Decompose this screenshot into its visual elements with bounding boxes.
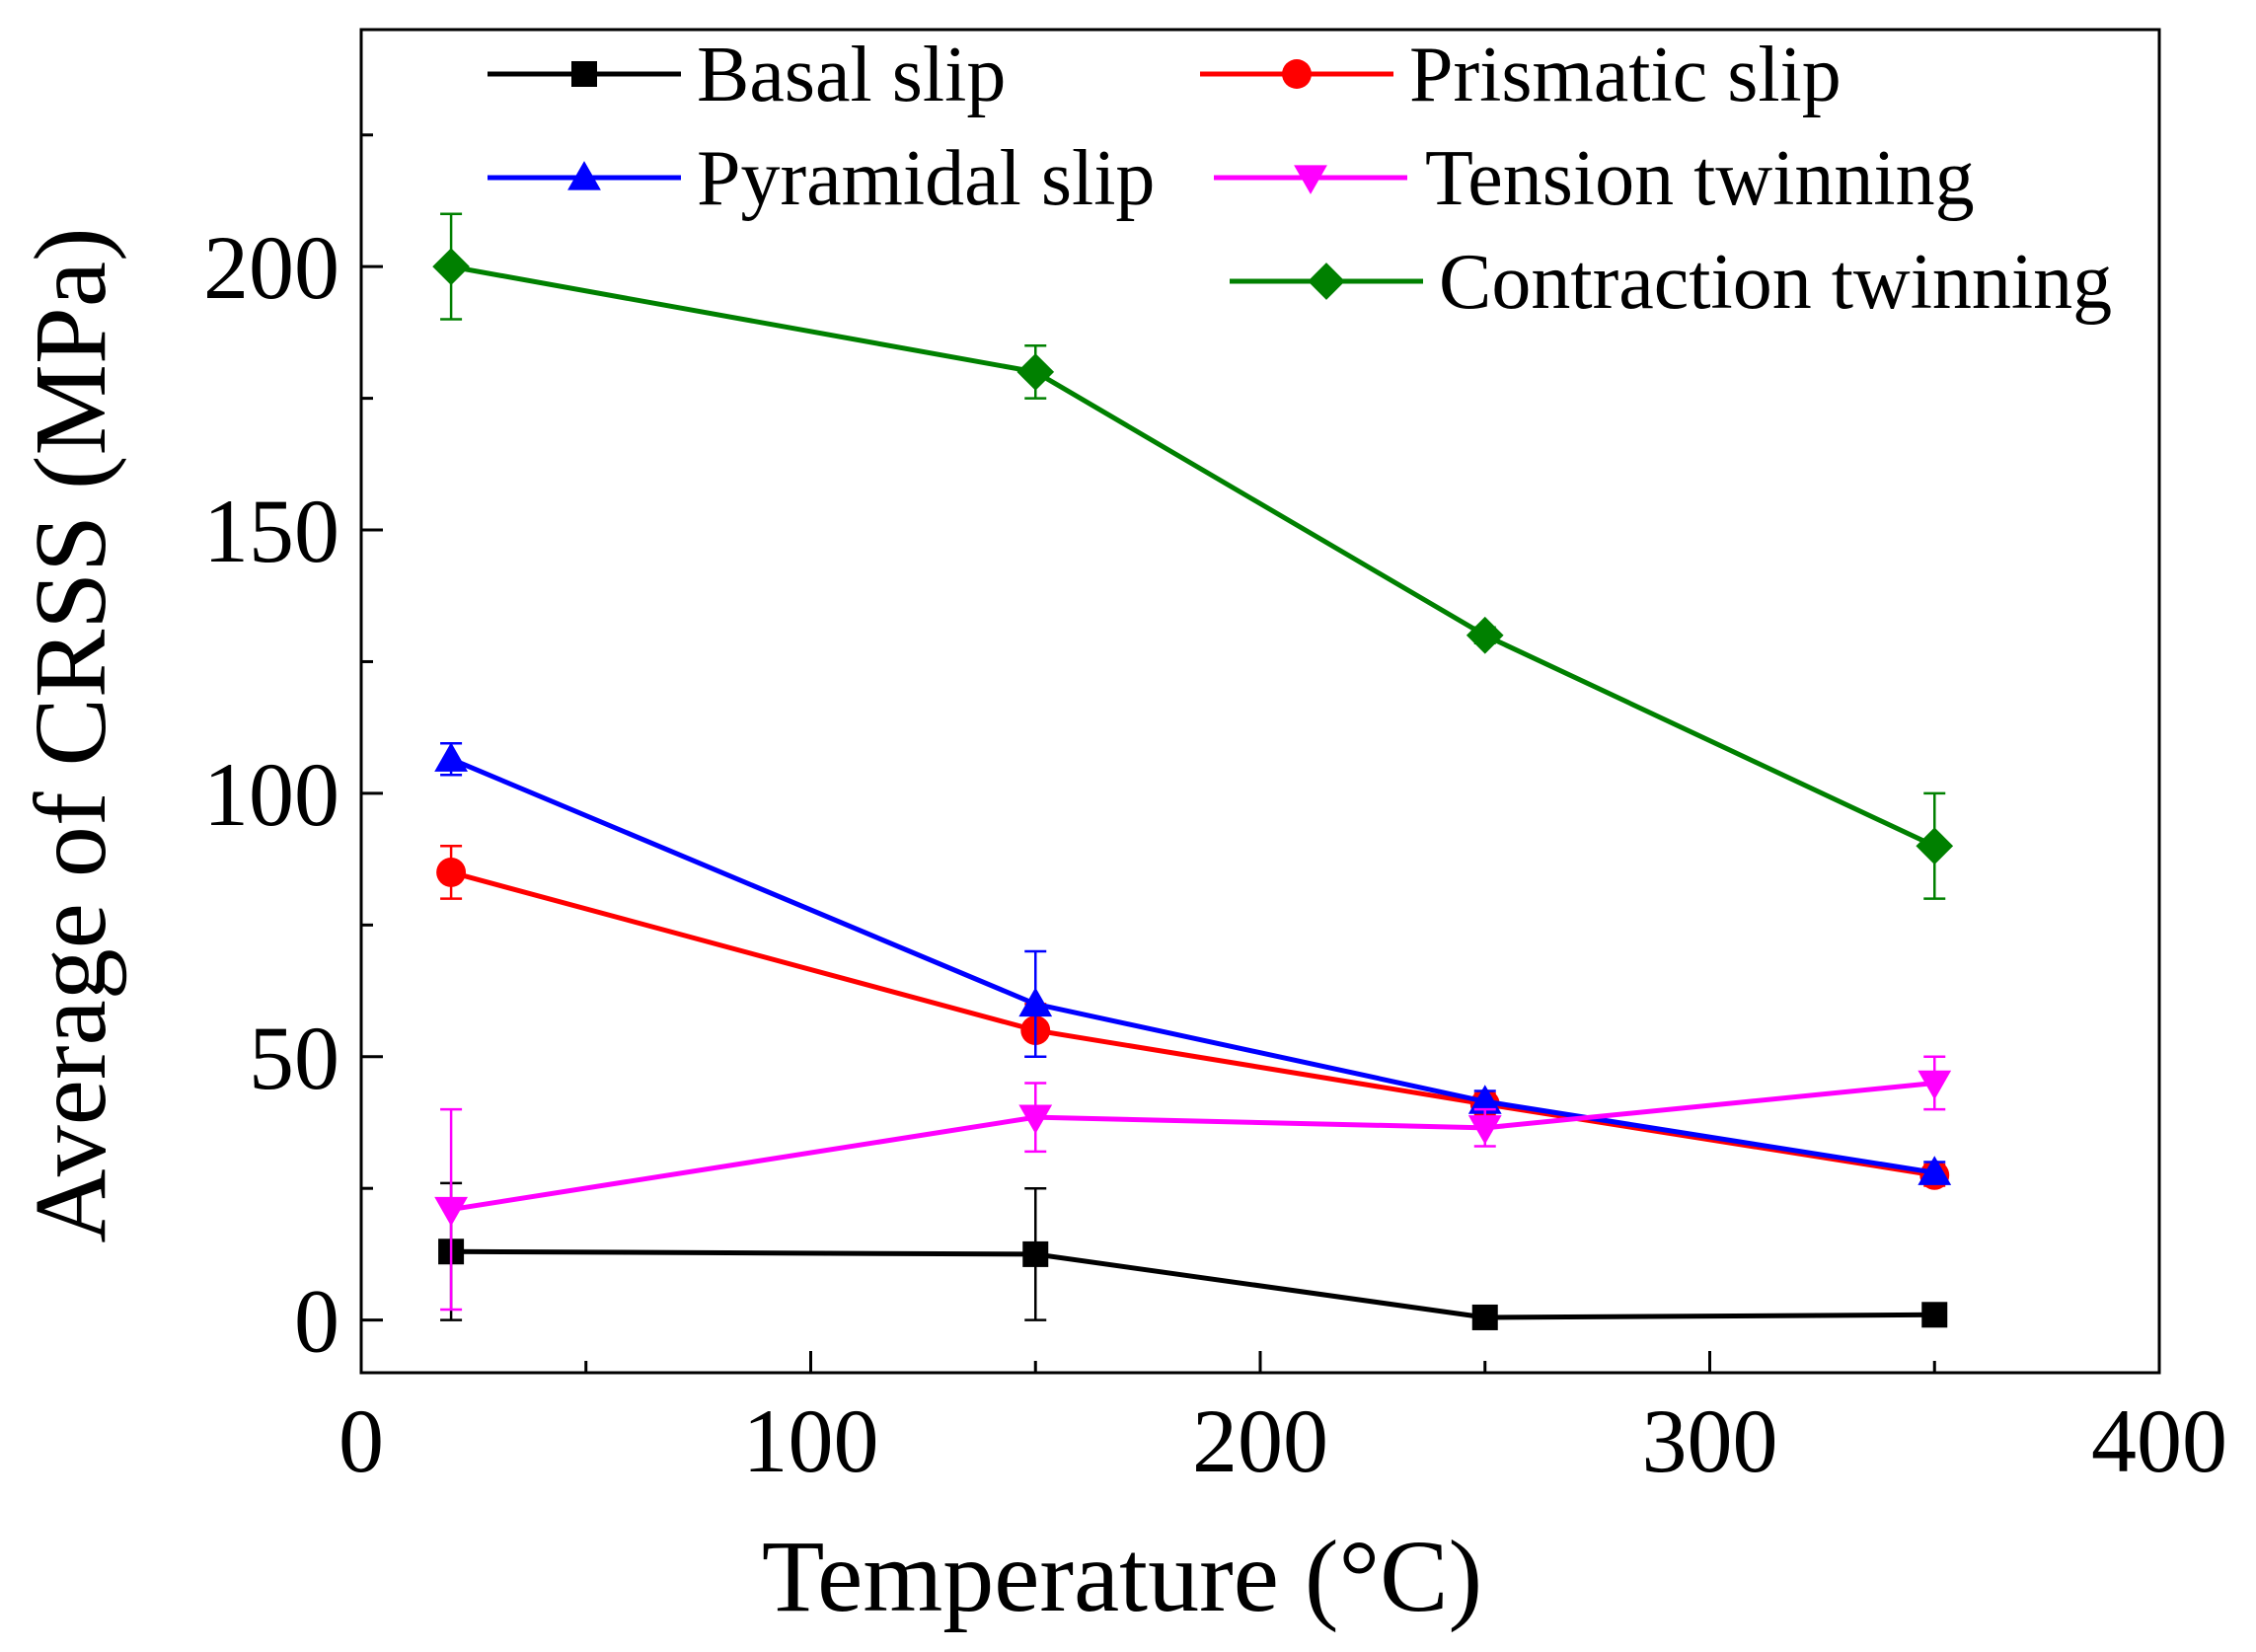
y-tick-label: 100 (203, 744, 339, 845)
legend-item-pyramidal-slip: Pyramidal slip (488, 135, 1155, 222)
series-line (450, 756, 1935, 1175)
y-axis-title: Average of CRSS (MPa) (14, 227, 127, 1242)
legend-item-contraction-twinning: Contraction twinning (1230, 239, 2112, 326)
legend-label: Contraction twinning (1439, 239, 2112, 326)
series-line (450, 263, 1936, 849)
data-point (1467, 1115, 1502, 1145)
data-point (434, 742, 468, 772)
y-tick-label: 150 (203, 481, 339, 581)
data-point (1916, 827, 1954, 865)
legend-label: Prismatic slip (1409, 32, 1842, 118)
series-pyramidal-slip (434, 741, 1952, 1185)
legend-label: Basal slip (697, 32, 1006, 118)
legend: Basal slip Prismatic slip Pyramidal slip Te… (488, 32, 2112, 326)
data-point (1467, 1085, 1502, 1114)
x-tick-label: 100 (743, 1390, 879, 1491)
x-tick-label: 300 (1642, 1390, 1778, 1491)
series-line (451, 1248, 1935, 1320)
x-tick-label: 0 (338, 1390, 384, 1491)
data-point (1471, 1304, 1498, 1330)
data-point (436, 858, 467, 887)
legend-marker (567, 161, 601, 190)
x-axis-title: Temperature (°C) (762, 1520, 1482, 1633)
legend-marker (1294, 165, 1327, 194)
series-line (450, 869, 1935, 1178)
data-point (1918, 1070, 1952, 1100)
legend-marker (1308, 263, 1345, 300)
data-point (1018, 987, 1053, 1017)
data-point (1921, 1302, 1948, 1328)
series-line (450, 1080, 1935, 1213)
data-point (1918, 1156, 1952, 1185)
legend-marker (1282, 59, 1312, 89)
legend-marker (571, 61, 597, 87)
legend-item-prismatic-slip: Prismatic slip (1200, 32, 1842, 118)
series-contraction-twinning (432, 212, 1954, 900)
legend-label: Tension twinning (1425, 135, 1975, 222)
x-axis: 0 100 200 300 400 (338, 1351, 2227, 1491)
series-layer (432, 212, 1954, 1330)
y-tick-label: 0 (294, 1271, 339, 1372)
data-point (1022, 1240, 1049, 1267)
data-point (432, 248, 470, 286)
x-tick-label: 200 (1192, 1390, 1328, 1491)
legend-item-tension-twinning: Tension twinning (1214, 135, 1975, 222)
legend-label: Pyramidal slip (697, 135, 1155, 222)
data-point (434, 1196, 468, 1227)
legend-item-basal-slip: Basal slip (488, 32, 1006, 118)
x-tick-label: 400 (2091, 1390, 2227, 1491)
data-point (1016, 353, 1055, 391)
data-point (1018, 1104, 1053, 1135)
y-tick-label: 200 (203, 217, 339, 318)
series-tension-twinning (434, 1055, 1952, 1312)
y-tick-label: 50 (249, 1008, 339, 1108)
data-point (1466, 616, 1504, 654)
y-axis: 0 50 100 150 200 (203, 133, 383, 1372)
